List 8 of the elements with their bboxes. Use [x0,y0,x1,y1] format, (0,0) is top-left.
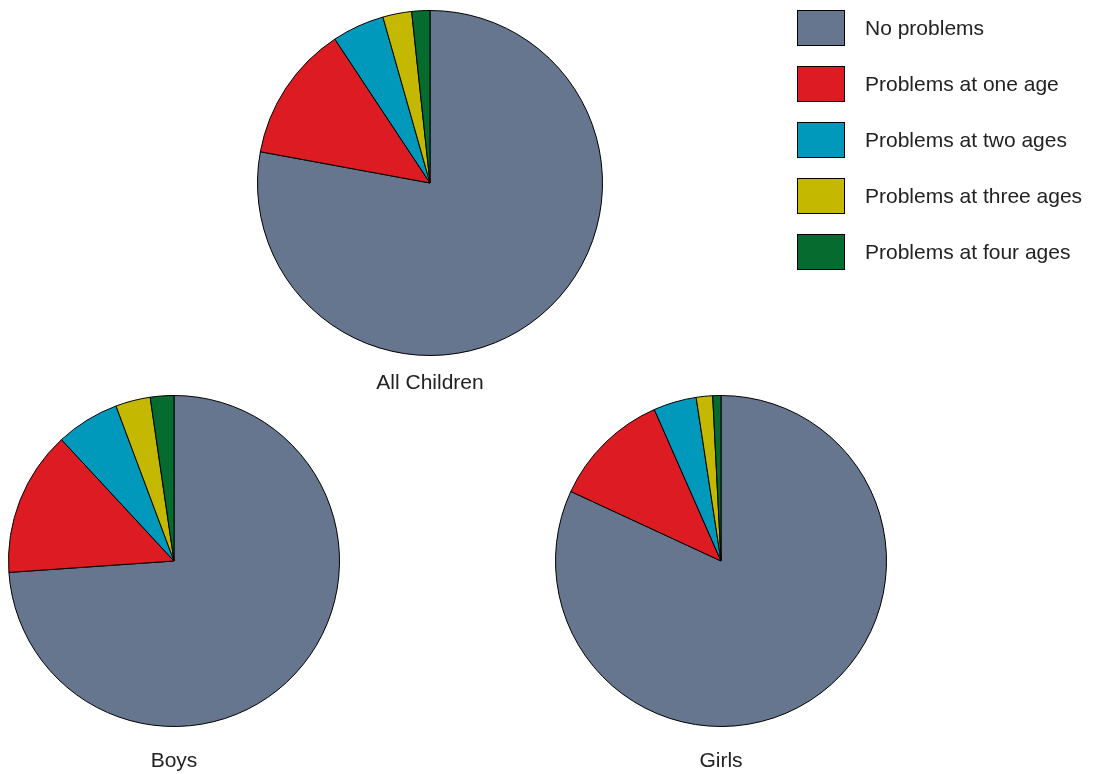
legend-label: No problems [865,16,985,40]
legend-label: Problems at two ages [865,128,1067,152]
legend-label: Problems at three ages [865,184,1083,208]
text: All Children [375,370,485,394]
text: Boys [149,748,199,772]
text: Girls [698,748,744,772]
legend-label: Problems at four ages [865,240,1071,264]
legend-label: Problems at one age [865,72,1059,96]
